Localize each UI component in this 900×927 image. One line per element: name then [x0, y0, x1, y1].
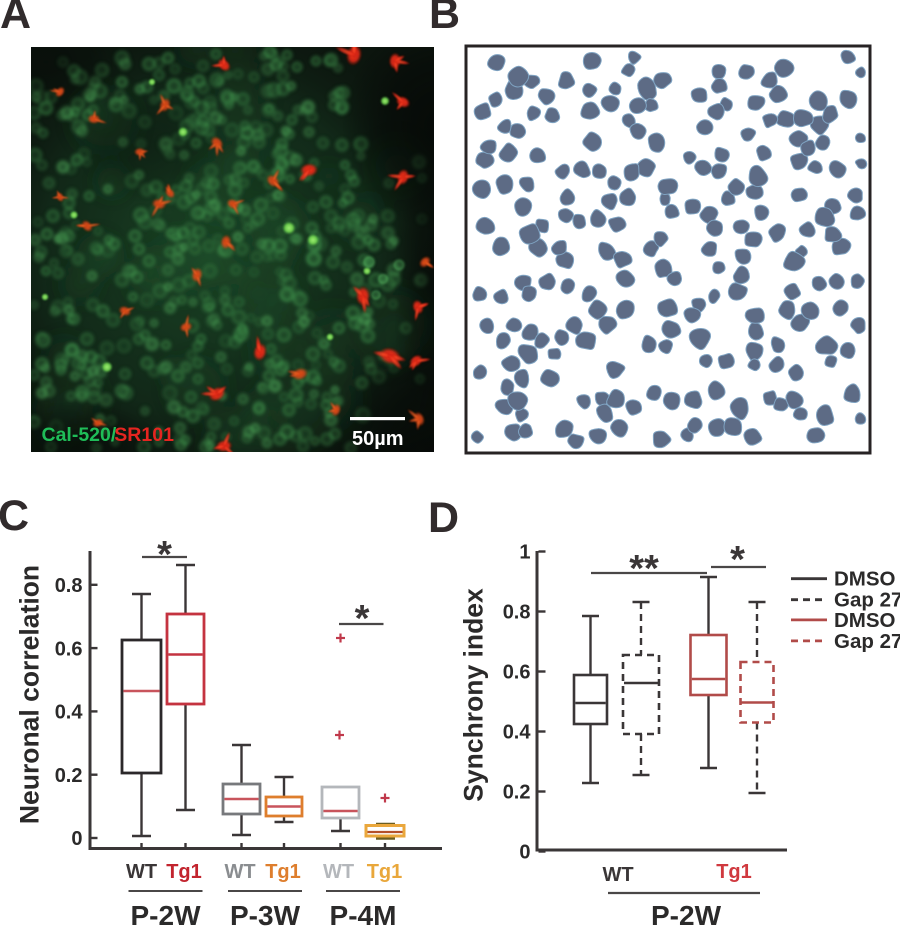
svg-text:Tg1: Tg1: [716, 861, 752, 883]
svg-text:P-2W: P-2W: [651, 900, 722, 927]
svg-text:*: *: [730, 539, 745, 581]
svg-text:Synchrony index: Synchrony index: [459, 588, 489, 802]
svg-text:Cal-520/SR101: Cal-520/SR101: [42, 424, 175, 446]
svg-text:0: 0: [519, 842, 530, 864]
svg-text:0.2: 0.2: [55, 765, 83, 787]
svg-text:DMSO: DMSO: [834, 568, 896, 591]
svg-text:0.6: 0.6: [55, 638, 83, 660]
svg-text:0.6: 0.6: [503, 662, 531, 684]
svg-text:*: *: [355, 598, 370, 640]
svg-text:WT: WT: [602, 864, 633, 886]
svg-text:0.2: 0.2: [503, 782, 531, 804]
svg-text:0.4: 0.4: [55, 702, 84, 724]
svg-text:WT: WT: [126, 861, 157, 883]
svg-text:P-2W: P-2W: [131, 900, 202, 927]
svg-text:Neuronal correlation: Neuronal correlation: [15, 565, 45, 824]
svg-text:50µm: 50µm: [352, 428, 404, 450]
svg-text:DMSO: DMSO: [834, 609, 896, 632]
svg-text:WT: WT: [323, 861, 354, 883]
svg-text:*: *: [157, 534, 172, 576]
svg-text:0.8: 0.8: [55, 575, 83, 597]
svg-text:WT: WT: [224, 861, 255, 883]
svg-text:Tg1: Tg1: [367, 861, 403, 883]
svg-text:P-4M: P-4M: [330, 900, 397, 927]
svg-text:0.8: 0.8: [503, 602, 531, 624]
svg-text:Tg1: Tg1: [265, 861, 301, 883]
svg-text:Tg1: Tg1: [166, 861, 202, 883]
svg-text:P-3W: P-3W: [230, 900, 301, 927]
svg-text:0.4: 0.4: [503, 722, 532, 744]
svg-text:Gap 27: Gap 27: [834, 630, 900, 653]
svg-text:Gap 27: Gap 27: [834, 589, 900, 612]
svg-text:0: 0: [71, 828, 82, 850]
svg-text:1: 1: [519, 542, 530, 564]
svg-text:**: **: [629, 548, 659, 590]
